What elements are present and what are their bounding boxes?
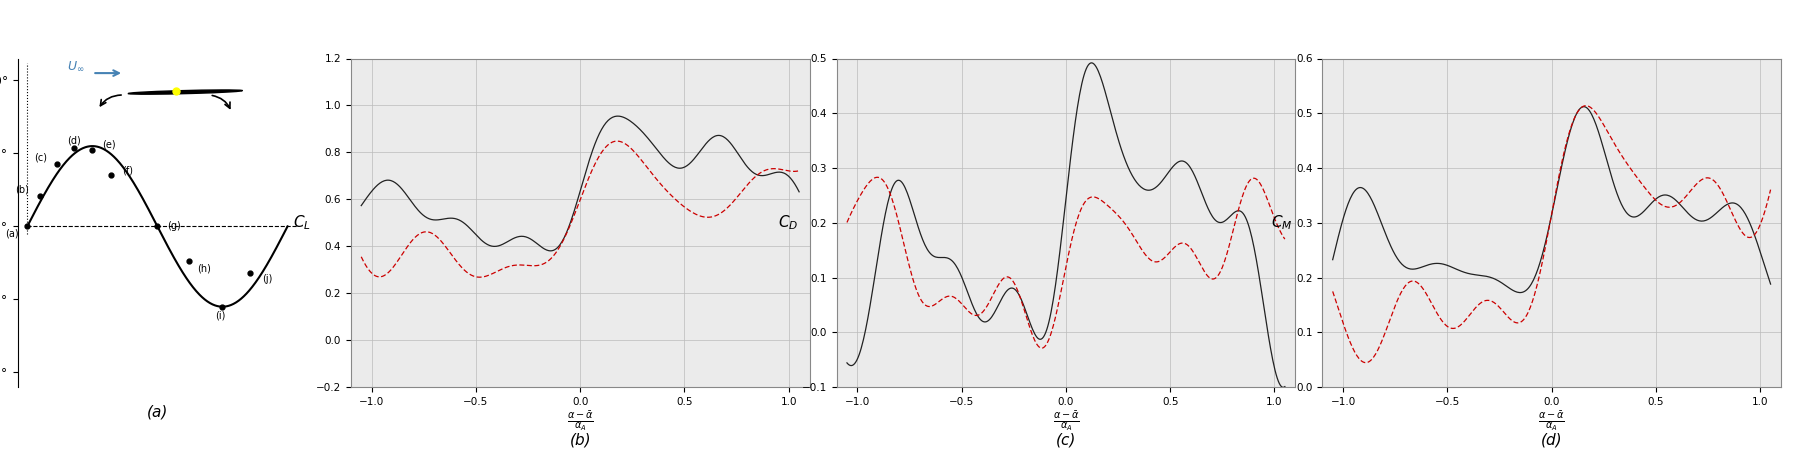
X-axis label: $\frac{\alpha - \bar{\alpha}}{\alpha_A}$: $\frac{\alpha - \bar{\alpha}}{\alpha_A}$ [1537, 410, 1564, 433]
X-axis label: $\frac{\alpha - \bar{\alpha}}{\alpha_A}$: $\frac{\alpha - \bar{\alpha}}{\alpha_A}$ [1052, 410, 1079, 433]
Text: (f): (f) [122, 166, 133, 176]
Text: (j): (j) [263, 274, 271, 284]
X-axis label: $\frac{\alpha - \bar{\alpha}}{\alpha_A}$: $\frac{\alpha - \bar{\alpha}}{\alpha_A}$ [566, 410, 593, 433]
Text: $U_\infty$: $U_\infty$ [67, 60, 85, 73]
Y-axis label: $C_L$: $C_L$ [293, 213, 311, 232]
Text: (b): (b) [568, 432, 592, 447]
Text: (b): (b) [14, 185, 29, 195]
Text: (d): (d) [67, 135, 81, 145]
Text: (h): (h) [196, 264, 210, 274]
Text: (c): (c) [1055, 432, 1075, 447]
Text: (a): (a) [147, 405, 167, 419]
Text: (g): (g) [167, 221, 182, 231]
Text: (i): (i) [216, 310, 227, 320]
Text: (a): (a) [5, 229, 20, 238]
Text: (e): (e) [102, 140, 115, 150]
Y-axis label: $C_D$: $C_D$ [777, 213, 797, 232]
Text: (c): (c) [34, 153, 47, 163]
Text: (d): (d) [1539, 432, 1562, 447]
Ellipse shape [128, 90, 243, 94]
Y-axis label: $C_M$: $C_M$ [1271, 213, 1293, 232]
